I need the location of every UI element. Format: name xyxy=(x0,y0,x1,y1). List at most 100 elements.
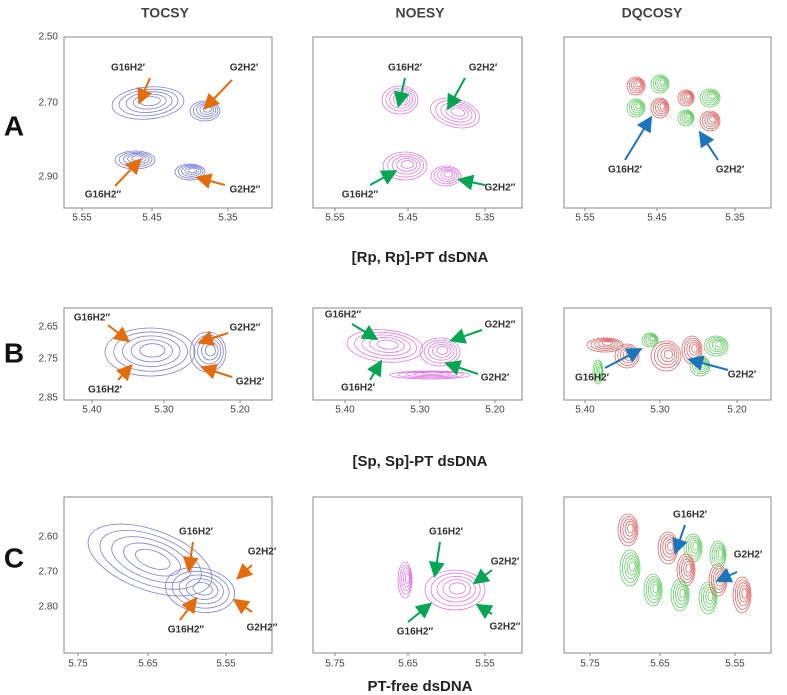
peak-arrow xyxy=(179,596,198,621)
contour xyxy=(400,160,414,169)
peak-arrow xyxy=(114,158,142,187)
contour xyxy=(650,97,670,119)
x-tick-label: 5.30 xyxy=(154,405,174,416)
contour xyxy=(617,513,639,547)
peak-arrow xyxy=(472,568,493,585)
peak-label: G2H2′ xyxy=(728,370,757,381)
contour xyxy=(401,567,412,592)
contour xyxy=(601,341,613,346)
contour xyxy=(629,560,636,572)
contour xyxy=(645,576,662,604)
peak-arrow xyxy=(698,130,719,161)
contour xyxy=(628,77,645,94)
peak-arrow xyxy=(393,77,410,108)
contour xyxy=(361,334,411,357)
peak-label: G2H2″ xyxy=(485,183,516,194)
contour xyxy=(436,576,476,603)
peak-label: G2H2″ xyxy=(490,622,521,633)
contour xyxy=(709,116,716,123)
contour xyxy=(139,343,166,358)
contour xyxy=(679,110,694,125)
peak-label: G16H2′ xyxy=(179,527,214,538)
peak-label: G2H2′ xyxy=(734,550,763,561)
contour xyxy=(628,99,645,116)
peak-arrow xyxy=(407,602,433,623)
y-tick-label: 2.90 xyxy=(39,172,59,183)
contour xyxy=(391,155,421,175)
peak-arrow xyxy=(115,364,133,382)
contour xyxy=(130,339,173,363)
contour xyxy=(432,343,452,358)
contour xyxy=(657,78,667,88)
x-tick-label: 5.30 xyxy=(410,405,430,416)
contour xyxy=(659,79,666,86)
contour xyxy=(598,340,616,348)
contour xyxy=(679,90,694,105)
contour xyxy=(381,85,419,115)
contour xyxy=(174,163,206,181)
x-tick-label: 5.75 xyxy=(580,659,600,670)
contour xyxy=(692,542,699,551)
contour xyxy=(711,542,726,567)
contour xyxy=(690,539,700,554)
x-tick-label: 5.45 xyxy=(647,213,667,224)
peak-arrow xyxy=(672,524,688,555)
contour xyxy=(655,100,668,114)
peak-arrow xyxy=(475,603,494,620)
contour xyxy=(734,579,751,610)
panel-caption: [Sp, Sp]-PT dsDNA xyxy=(353,453,488,470)
contour xyxy=(631,79,644,92)
peak-label: G2H2″ xyxy=(230,323,261,334)
contour xyxy=(683,561,693,577)
x-tick-label: 5.20 xyxy=(727,405,747,416)
contour xyxy=(705,589,715,605)
x-tick-label: 5.30 xyxy=(650,405,670,416)
contour xyxy=(704,91,718,104)
contour xyxy=(635,103,642,110)
row-letter: B xyxy=(4,337,24,368)
contour xyxy=(399,564,412,595)
peak-label: G16H2′ xyxy=(673,510,708,521)
peak-arrow xyxy=(182,541,199,573)
contour xyxy=(660,347,676,363)
y-tick-label: 2.50 xyxy=(39,32,59,43)
contour xyxy=(397,561,413,599)
y-tick-label: 2.65 xyxy=(39,322,59,333)
contour xyxy=(703,335,729,357)
contour xyxy=(709,338,726,353)
contour xyxy=(681,91,693,103)
contour xyxy=(121,335,181,367)
contour xyxy=(677,89,695,107)
contour xyxy=(376,339,399,350)
contour xyxy=(737,582,750,607)
peak-arrow xyxy=(457,174,486,191)
contour xyxy=(648,578,661,600)
contour xyxy=(681,558,694,580)
contour xyxy=(626,76,646,96)
peak-label: G16H2″ xyxy=(74,313,111,324)
contour xyxy=(631,101,644,114)
contour xyxy=(652,75,669,92)
peak-arrow xyxy=(232,598,253,615)
peak-label: G16H2′ xyxy=(341,383,376,394)
contour xyxy=(739,585,749,603)
contour xyxy=(659,103,666,110)
contour xyxy=(626,98,646,118)
contour xyxy=(382,151,428,181)
contour xyxy=(633,80,643,90)
peak-label: G16H2′ xyxy=(111,63,146,74)
contour xyxy=(701,89,720,106)
peak-arrow xyxy=(137,77,153,105)
contour xyxy=(643,333,658,346)
peak-arrow xyxy=(428,541,445,578)
column-header: TOCSY xyxy=(141,5,190,21)
contour xyxy=(111,536,192,584)
spectrum-panel xyxy=(312,36,523,209)
contour xyxy=(650,581,660,597)
peak-label: G2H2′ xyxy=(716,165,745,176)
contour xyxy=(699,88,721,108)
row-letter: A xyxy=(4,110,24,141)
contour xyxy=(677,586,687,602)
contour xyxy=(715,546,724,561)
contour xyxy=(184,166,200,175)
